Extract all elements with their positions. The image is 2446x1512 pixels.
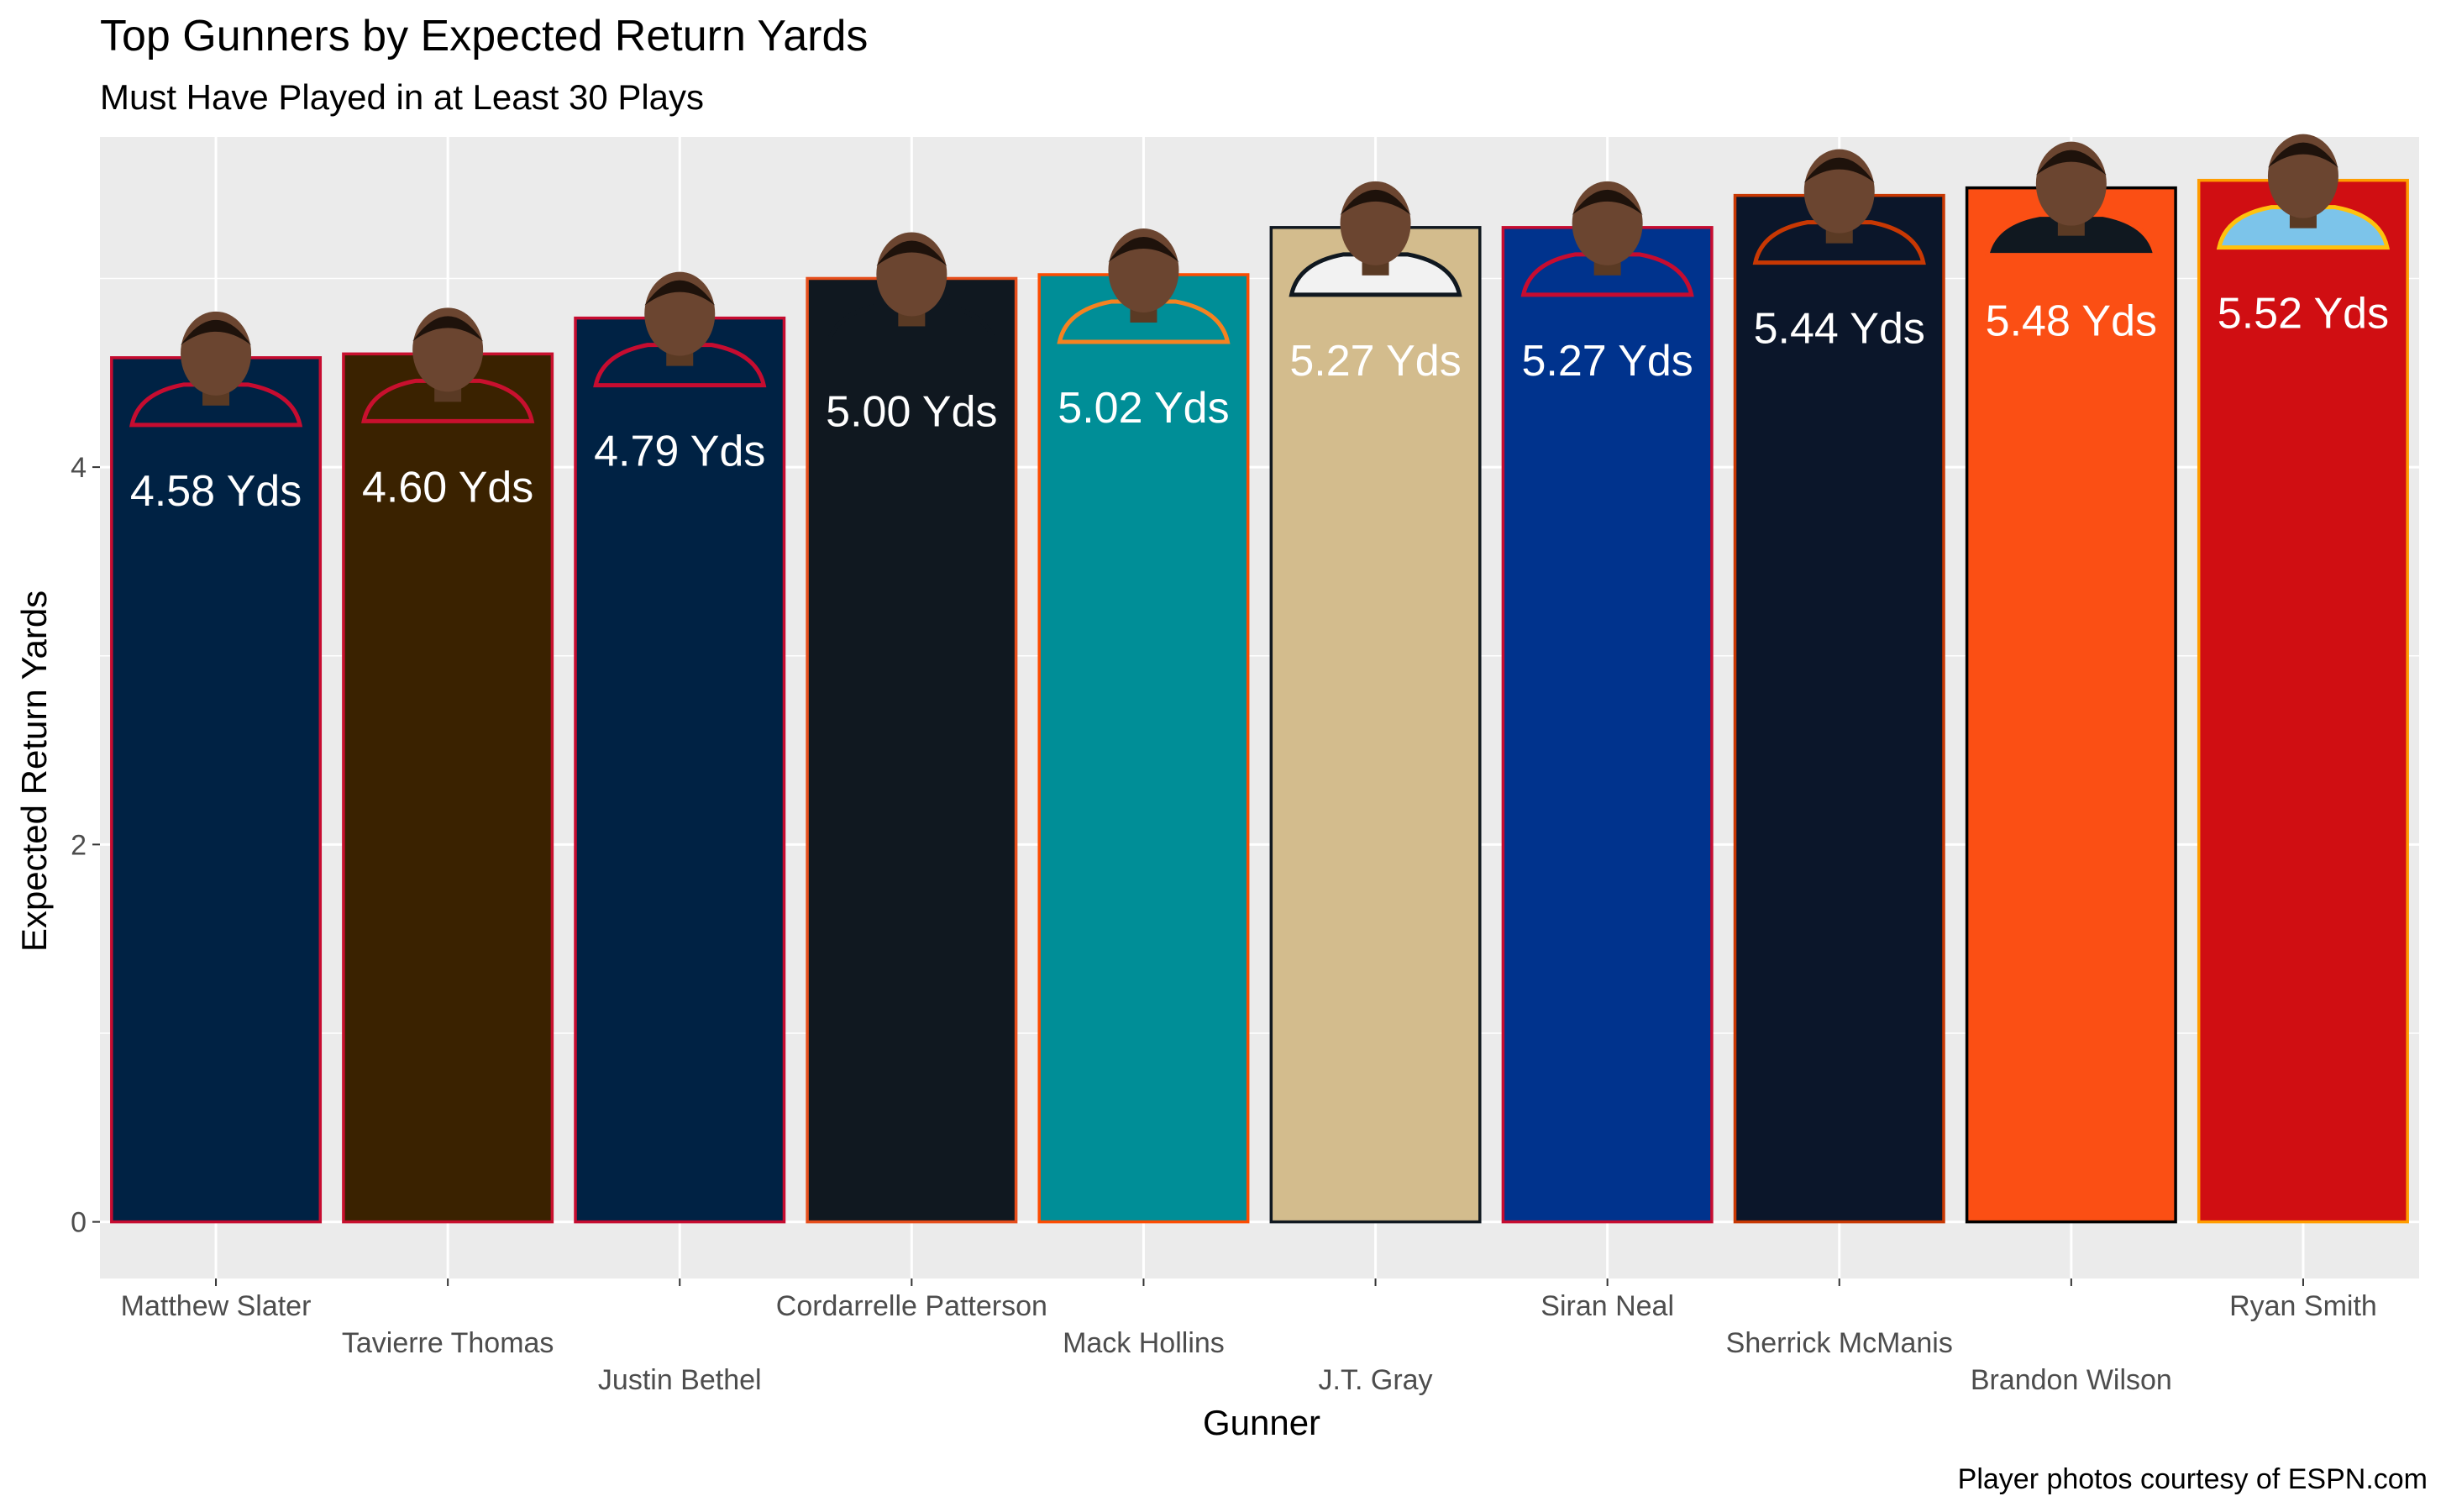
x-axis-title: Gunner — [1203, 1403, 1320, 1442]
player-hair — [644, 280, 716, 306]
x-tick-label: Cordarrelle Patterson — [776, 1290, 1047, 1322]
chart-subtitle: Must Have Played in at Least 30 Plays — [100, 77, 704, 117]
bar — [2197, 178, 2409, 1224]
player-hair — [1572, 189, 1643, 215]
y-tick-label: 2 — [71, 829, 87, 861]
x-tick-label: Sherrick McManis — [1726, 1327, 1953, 1359]
bar — [1733, 193, 1945, 1224]
bar-data-label: 5.52 Yds — [2218, 290, 2389, 339]
player-hair — [181, 319, 252, 345]
plot-area: 0 2 4 4.58 Yds 4.60 Yds 4.79 Yds 5.00 Yds 5.02 … — [71, 134, 2419, 1396]
y-axis-title: Expected Return Yards — [14, 591, 54, 952]
chart-caption: Player photos courtesy of ESPN.com — [1958, 1463, 2428, 1495]
x-tick-label: Matthew Slater — [121, 1290, 312, 1322]
bar — [1037, 273, 1250, 1224]
x-tick-label: Ryan Smith — [2229, 1290, 2377, 1322]
bar-data-label: 5.00 Yds — [826, 387, 997, 436]
player-hair — [2267, 142, 2338, 168]
x-tick-label: Tavierre Thomas — [342, 1327, 554, 1359]
bar-data-label: 4.79 Yds — [594, 428, 765, 476]
player-hair — [412, 316, 484, 342]
bar-data-label: 5.44 Yds — [1754, 305, 1925, 354]
bar-data-label: 5.48 Yds — [1986, 297, 2157, 346]
x-tick-label: Brandon Wilson — [1971, 1364, 2172, 1396]
bar-data-label: 4.58 Yds — [130, 467, 302, 516]
y-tick-label: 0 — [71, 1207, 87, 1239]
y-tick-label: 4 — [71, 452, 87, 484]
player-hair — [876, 240, 947, 266]
bar-data-label: 5.02 Yds — [1058, 384, 1229, 433]
x-tick-label: Mack Hollins — [1063, 1327, 1225, 1359]
bar-data-label: 5.27 Yds — [1521, 337, 1693, 386]
bar-data-label: 5.27 Yds — [1289, 337, 1461, 386]
x-tick-label: Siran Neal — [1541, 1290, 1674, 1322]
player-hair — [1340, 189, 1411, 215]
bar — [1501, 226, 1714, 1224]
player-hair — [1108, 236, 1179, 262]
x-tick-label: J.T. Gray — [1319, 1364, 1433, 1396]
bar — [342, 352, 554, 1224]
bar — [1965, 186, 2177, 1224]
bar — [806, 276, 1018, 1224]
chart-title: Top Gunners by Expected Return Yards — [100, 12, 868, 60]
player-hair — [2035, 150, 2107, 176]
bar — [110, 356, 323, 1224]
player-hair — [1803, 157, 1875, 183]
x-tick-label: Justin Bethel — [598, 1364, 762, 1396]
bar-data-label: 4.60 Yds — [362, 463, 533, 512]
